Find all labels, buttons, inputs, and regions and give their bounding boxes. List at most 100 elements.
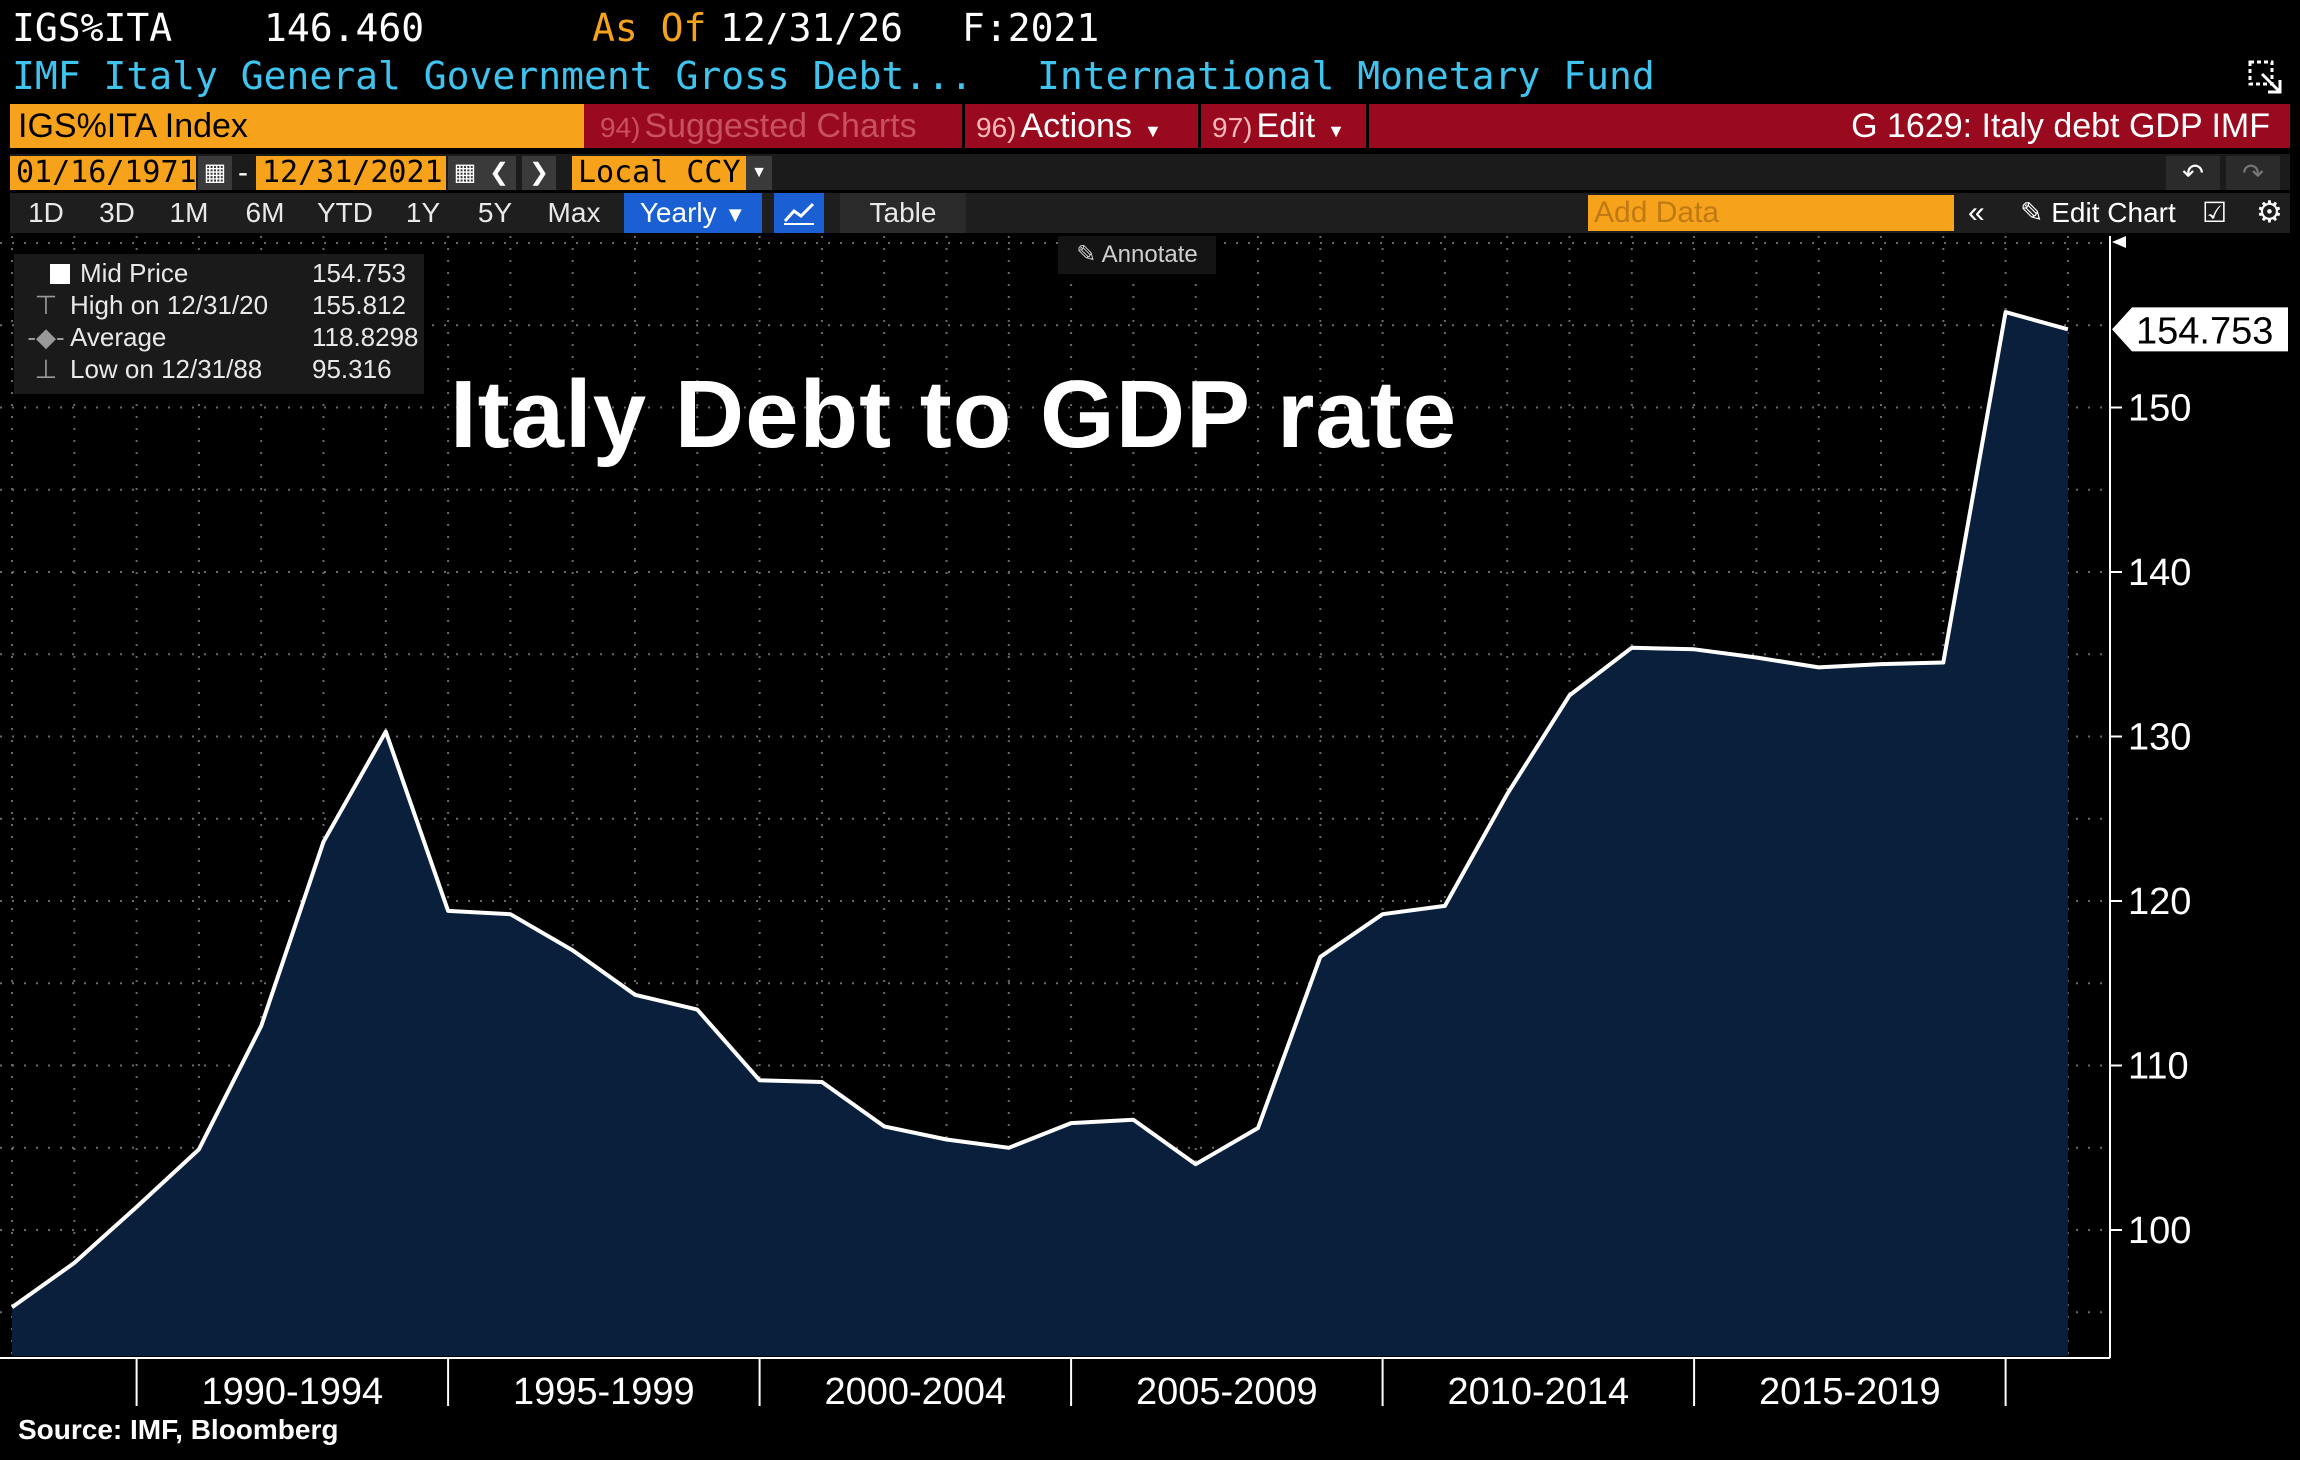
date-separator: - xyxy=(238,156,248,189)
start-date-input[interactable]: 01/16/1971 xyxy=(10,156,197,190)
y-tick-label: 110 xyxy=(2128,1046,2189,1088)
series-area-fill xyxy=(12,312,2068,1357)
tab-max[interactable]: Max xyxy=(547,197,601,228)
last-value-marker: 154.753 xyxy=(2112,307,2288,352)
currency-select[interactable]: Local CCY xyxy=(572,156,772,190)
frequency-label: F:2021 xyxy=(962,6,1100,50)
legend-low-value: 95.316 xyxy=(312,354,392,384)
legend-high: ⊤ High on 12/31/20 155.812 xyxy=(22,290,406,321)
chart-name: G 1629: Italy debt GDP IMF xyxy=(1851,107,2270,145)
caret-down-icon[interactable]: ▼ xyxy=(746,156,772,190)
legend-average-label: Average xyxy=(70,322,167,352)
legend-low: ⊥ Low on 12/31/88 95.316 xyxy=(22,354,392,385)
annotate-label: Annotate xyxy=(1101,241,1198,268)
ticker: IGS%ITA xyxy=(12,6,173,50)
edit-label: Edit xyxy=(1256,107,1316,145)
calendar-icon[interactable]: ▦ xyxy=(448,156,482,190)
legend-average-value: 118.8298 xyxy=(312,322,419,352)
actions-label: Actions xyxy=(1020,107,1132,145)
frequency-select[interactable]: Yearly ▼ xyxy=(624,193,762,233)
x-axis-ticks: 1990-1994 1995-1999 2000-2004 2005-2009 2010… xyxy=(135,1358,2007,1406)
pencil-icon: ✎ xyxy=(1076,241,1097,268)
calendar-icon[interactable]: ▦ xyxy=(198,156,232,190)
caret-down-icon: ▼ xyxy=(1327,121,1345,141)
edit-chart-button[interactable]: ✎ Edit Chart xyxy=(2020,193,2176,233)
tab-1d[interactable]: 1D xyxy=(28,197,64,228)
source-footnote: Source: IMF, Bloomberg xyxy=(18,1414,339,1445)
x-tick-label: 1995-1999 xyxy=(513,1371,695,1406)
y-tick-label: 150 xyxy=(2128,388,2191,430)
last-price: 146.460 xyxy=(264,6,425,50)
y-axis-ticks: 100 110 120 130 140 150 xyxy=(2110,388,2191,1252)
x-tick-label: 2000-2004 xyxy=(824,1371,1006,1406)
divider xyxy=(962,104,965,148)
security-header: IGS%ITA 146.460 As Of 12/31/26 F:2021 xyxy=(12,6,1099,50)
tab-1m[interactable]: 1M xyxy=(169,197,209,228)
tab-5y[interactable]: 5Y xyxy=(477,197,513,228)
gear-icon[interactable]: ⚙ xyxy=(2256,196,2283,229)
security-description-row: IMF Italy General Government Gross Debt.… xyxy=(12,54,1655,98)
axes xyxy=(0,236,2126,1359)
next-period-icon[interactable]: ❯ xyxy=(522,156,556,190)
end-date-input[interactable]: 12/31/2021 xyxy=(256,156,446,190)
y-tick-label: 140 xyxy=(2128,552,2191,594)
series-line xyxy=(10,310,2069,1309)
menu-number: 96) xyxy=(976,112,1017,143)
x-tick-label: 2005-2009 xyxy=(1136,1371,1318,1406)
data-source: International Monetary Fund xyxy=(1037,54,1655,98)
expand-window-icon[interactable] xyxy=(2248,60,2284,96)
legend: Mid Price 154.753 ⊤ High on 12/31/20 155.… xyxy=(14,254,424,394)
suggested-charts-label: Suggested Charts xyxy=(644,107,917,145)
legend-mid-price[interactable]: Mid Price 154.753 xyxy=(22,258,406,289)
security-input[interactable]: IGS%ITA Index xyxy=(10,104,584,148)
frequency-select-label: Yearly xyxy=(639,197,717,228)
legend-high-value: 155.812 xyxy=(312,290,406,320)
line-chart-icon[interactable] xyxy=(774,193,824,233)
average-marker-icon: -◆- xyxy=(27,322,65,352)
y-tick-label: 100 xyxy=(2128,1210,2191,1252)
menu-number: 94) xyxy=(600,112,641,143)
redo-icon[interactable]: ↷ xyxy=(2226,156,2280,190)
pencil-icon: ✎ xyxy=(2020,197,2044,228)
edit-chart-label: Edit Chart xyxy=(2051,197,2176,228)
annotate-button[interactable]: ✎ Annotate xyxy=(1058,236,1216,274)
tab-3d[interactable]: 3D xyxy=(99,197,135,228)
last-value-label: 154.753 xyxy=(2136,310,2273,352)
menu-number: 97) xyxy=(1212,112,1253,143)
caret-down-icon: ▼ xyxy=(1143,121,1162,141)
divider xyxy=(1198,104,1201,148)
overlay-chart-title: Italy Debt to GDP rate xyxy=(450,361,1458,468)
legend-high-label: High on 12/31/20 xyxy=(70,290,269,320)
tab-ytd[interactable]: YTD xyxy=(317,197,373,228)
high-marker-icon: ⊤ xyxy=(34,290,58,320)
edit-icon[interactable]: ☑ xyxy=(2202,197,2228,228)
table-button[interactable]: Table xyxy=(840,193,966,233)
actions-menu-button[interactable]: 96) Actions ▼ xyxy=(976,104,1162,148)
divider xyxy=(1366,104,1369,148)
tab-1y[interactable]: 1Y xyxy=(405,197,441,228)
caret-down-icon: ▼ xyxy=(724,202,747,227)
as-of-label: As Of xyxy=(592,6,707,50)
collapse-double-chevron-icon[interactable]: « xyxy=(1968,196,1985,229)
x-tick-label: 2015-2019 xyxy=(1759,1371,1941,1406)
legend-low-label: Low on 12/31/88 xyxy=(70,354,263,384)
security-description: IMF Italy General Government Gross Debt.… xyxy=(12,54,973,98)
y-axis-arrow xyxy=(2112,236,2126,248)
tab-6m[interactable]: 6M xyxy=(245,197,285,228)
x-tick-label: 2010-2014 xyxy=(1447,1371,1629,1406)
y-tick-label: 120 xyxy=(2128,881,2191,923)
legend-mid-label: Mid Price xyxy=(80,258,189,288)
add-data-input[interactable]: Add Data xyxy=(1588,195,1954,231)
x-tick-label: 1990-1994 xyxy=(201,1371,383,1406)
low-marker-icon: ⊥ xyxy=(34,354,58,384)
legend-mid-value: 154.753 xyxy=(312,258,406,288)
undo-icon[interactable]: ↶ xyxy=(2166,156,2220,190)
as-of-date: 12/31/26 xyxy=(720,6,904,50)
suggested-charts-button[interactable]: 94) Suggested Charts xyxy=(600,104,917,148)
y-tick-label: 130 xyxy=(2128,717,2191,759)
chart-plot: 100 110 120 130 140 150 1990-1994 1995-1999 200… xyxy=(0,236,2288,1406)
last-value-badge xyxy=(2112,307,2288,352)
legend-average: -◆- Average 118.8298 xyxy=(22,322,418,353)
edit-menu-button[interactable]: 97) Edit ▼ xyxy=(1212,104,1345,148)
previous-period-icon[interactable]: ❮ xyxy=(482,156,516,190)
